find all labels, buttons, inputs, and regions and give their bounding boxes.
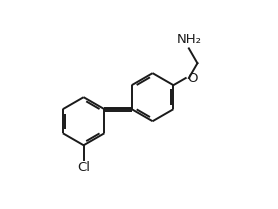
Text: NH₂: NH₂ [176,33,201,46]
Text: O: O [187,71,197,85]
Text: Cl: Cl [77,161,90,174]
